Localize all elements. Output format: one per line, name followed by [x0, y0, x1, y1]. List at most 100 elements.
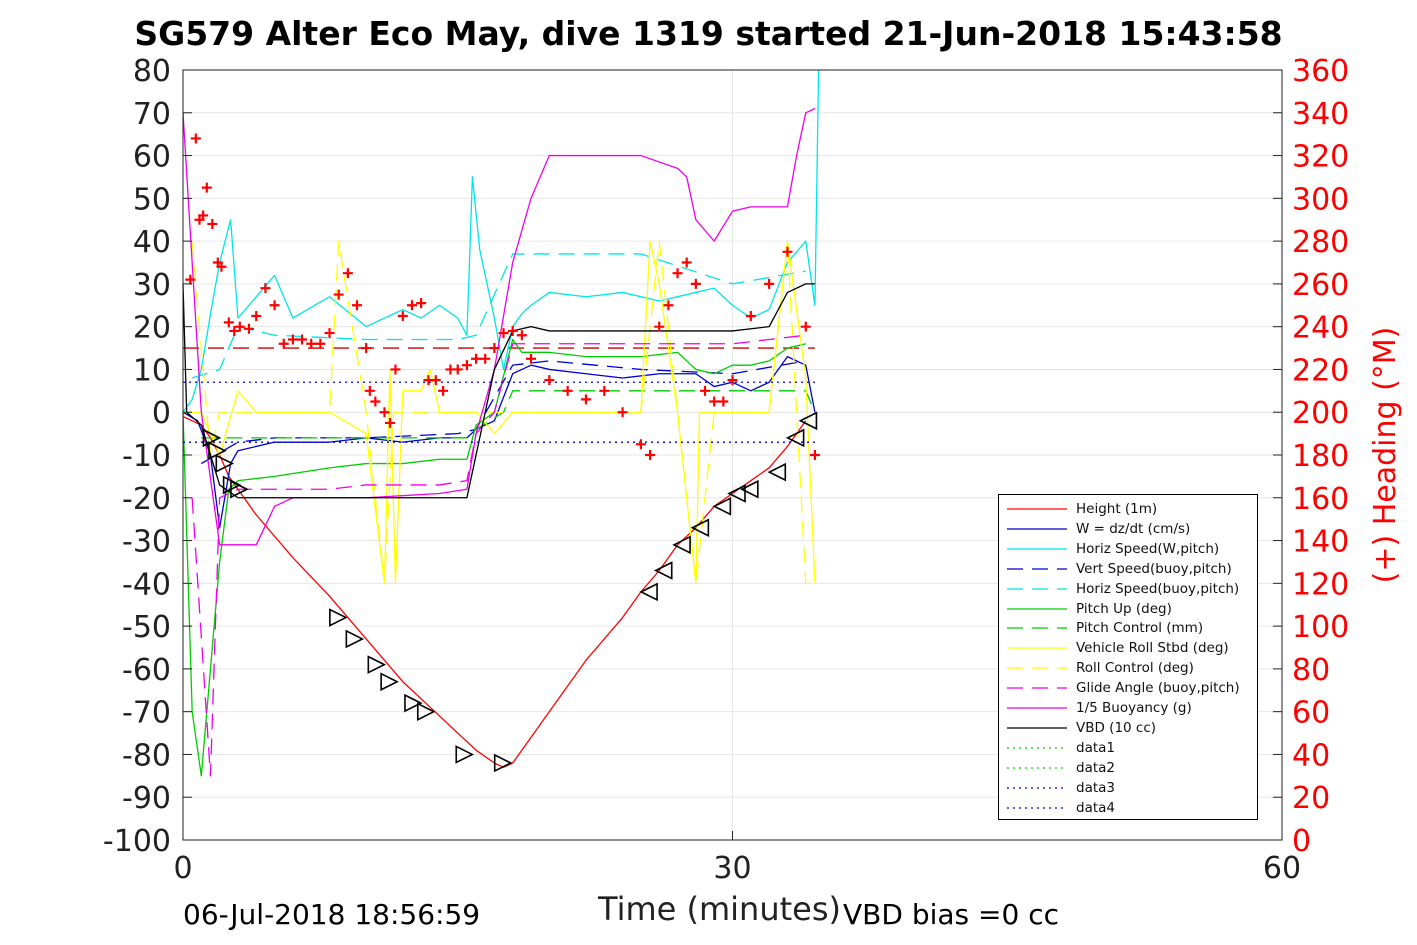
left-tick-label: 20 [133, 311, 171, 346]
heading-point [709, 396, 720, 407]
heading-point [745, 310, 756, 321]
right-tick-label: 280 [1292, 225, 1349, 260]
heading-point [306, 338, 317, 349]
legend-entry: W = dz/dt (cm/s) [999, 519, 1257, 539]
right-tick-label: 60 [1292, 696, 1330, 731]
right-tick-label: 0 [1292, 824, 1311, 859]
heading-point [384, 417, 395, 428]
left-tick-label: -90 [122, 781, 171, 816]
legend-label: data4 [1076, 799, 1115, 816]
heading-point [507, 325, 518, 336]
heading-point [782, 246, 793, 257]
heading-point [361, 343, 372, 354]
left-axis: 80 70 60 50 40 30 20 10 0 -10 -20 -30 -40 -50 -60 -70 -8… [103, 54, 192, 859]
legend-entry: Pitch Control (mm) [999, 618, 1257, 638]
heading-point [681, 257, 692, 268]
legend-label: Horiz Speed(buoy,pitch) [1076, 580, 1240, 597]
legend-label: Vert Speed(buoy,pitch) [1076, 560, 1232, 577]
legend-swatch [1007, 508, 1067, 510]
heading-point [498, 328, 509, 339]
depth-marker [639, 582, 658, 602]
depth-marker [367, 655, 387, 674]
left-tick-label: 0 [152, 396, 171, 431]
heading-point [390, 364, 401, 375]
right-tick-label: 320 [1292, 140, 1349, 175]
right-tick-label: 200 [1292, 396, 1349, 431]
series-line-glide-angle-buoy-pitch [191, 334, 806, 777]
left-tick-label: -80 [122, 738, 171, 773]
left-tick-label: 80 [133, 54, 171, 89]
heading-point [480, 353, 491, 364]
heading-point [430, 375, 441, 386]
depth-marker [215, 454, 235, 473]
heading-point [580, 394, 591, 405]
series-line-w-dz-dt-cm-s [182, 355, 816, 529]
heading-point [663, 300, 674, 311]
left-tick-label: 30 [133, 268, 171, 303]
depth-marker [712, 497, 732, 516]
x-tick-label: 60 [1263, 851, 1301, 886]
right-tick-label: 340 [1292, 97, 1349, 132]
heading-point [379, 407, 390, 418]
heading-point [269, 300, 280, 311]
right-tick-label: 220 [1292, 353, 1349, 388]
heading-point [406, 300, 417, 311]
left-tick-label: -50 [122, 610, 171, 645]
left-tick-label: 70 [133, 97, 171, 132]
heading-point [234, 321, 245, 332]
legend-entry: Pitch Up (deg) [999, 599, 1257, 619]
heading-point [207, 219, 218, 229]
x-axis: 0 30 60 [173, 831, 1301, 886]
right-tick-label: 160 [1292, 482, 1349, 517]
left-tick-label: -10 [122, 439, 171, 474]
heading-point [342, 268, 353, 279]
heading-point [201, 182, 212, 193]
legend-swatch [1007, 727, 1067, 729]
legend-swatch [1007, 806, 1067, 809]
right-tick-label: 40 [1292, 738, 1330, 773]
legend-entry: VBD (10 cc) [999, 718, 1257, 738]
depth-marker [740, 479, 759, 499]
heading-point [809, 450, 820, 460]
legend-swatch [1007, 528, 1067, 530]
legend-entry: data3 [999, 778, 1257, 798]
heading-point [516, 330, 527, 341]
legend-entry: Height (1m) [999, 499, 1257, 519]
legend-swatch [1007, 607, 1067, 610]
depth-marker [345, 629, 365, 649]
right-tick-label: 140 [1292, 525, 1349, 560]
legend-swatch [1007, 707, 1067, 709]
depth-marker [230, 479, 249, 499]
heading-point [471, 353, 482, 364]
heading-point [544, 375, 555, 386]
depth-marker [380, 672, 399, 692]
right-tick-label: 20 [1292, 781, 1330, 816]
x-tick-label: 0 [173, 851, 192, 886]
heading-point [352, 300, 363, 311]
heading-point [216, 261, 227, 272]
legend-label: VBD (10 cc) [1076, 719, 1157, 736]
legend-label: W = dz/dt (cm/s) [1076, 520, 1191, 537]
marker-layer [185, 133, 820, 773]
legend-entry: Vehicle Roll Stbd (deg) [999, 638, 1257, 658]
heading-point [800, 321, 811, 332]
heading-point [278, 338, 289, 349]
heading-point [690, 278, 701, 289]
right-tick-label: 300 [1292, 182, 1349, 217]
depth-marker [493, 753, 513, 773]
right-tick-label: 360 [1292, 54, 1349, 89]
heading-point [297, 334, 308, 345]
legend-label: data3 [1076, 779, 1115, 796]
left-tick-label: 60 [133, 140, 171, 175]
legend-label: Roll Control (deg) [1076, 660, 1194, 677]
depth-marker [404, 693, 423, 713]
heading-point [315, 338, 326, 349]
left-tick-label: 10 [133, 353, 171, 388]
depth-marker [727, 484, 746, 503]
left-tick-label: -30 [122, 525, 171, 560]
heading-point [333, 289, 344, 300]
depth-marker [455, 745, 475, 764]
series-line-horiz-speed-w-pitch [182, 69, 820, 413]
legend-entry: Horiz Speed(buoy,pitch) [999, 579, 1257, 599]
